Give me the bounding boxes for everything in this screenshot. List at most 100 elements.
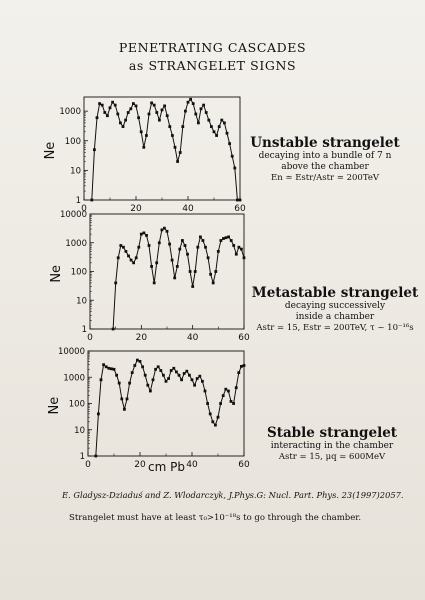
data-point xyxy=(240,365,243,368)
data-point xyxy=(93,148,96,152)
data-point xyxy=(112,367,116,371)
data-point xyxy=(178,151,182,154)
data-point xyxy=(111,327,115,331)
annotation-formula: Astr = 15, μq = 600MeV xyxy=(278,452,386,462)
data-point xyxy=(139,130,143,134)
data-point xyxy=(97,412,100,416)
data-point xyxy=(212,130,216,134)
data-point xyxy=(206,402,209,405)
data-point xyxy=(171,134,174,137)
data-point xyxy=(197,121,200,125)
x-axis-label: cm Pb xyxy=(148,460,185,474)
data-point xyxy=(99,378,103,382)
data-point xyxy=(216,250,220,253)
data-point xyxy=(199,107,203,111)
data-point xyxy=(196,245,200,249)
data-point xyxy=(198,374,202,378)
data-point xyxy=(175,370,178,374)
data-point xyxy=(181,239,184,242)
y-tick-label: 10000 xyxy=(58,347,85,357)
data-point xyxy=(133,364,137,367)
data-point xyxy=(149,389,152,393)
x-tick-label: 40 xyxy=(187,333,199,343)
chart-unstable-strangelet: 1 10 100 1000 0 20 40 60 Ne xyxy=(43,96,246,214)
data-point xyxy=(129,258,133,262)
data-point xyxy=(120,397,124,401)
data-point xyxy=(117,381,121,385)
y-tick-label: 10 xyxy=(74,426,85,436)
data-point xyxy=(137,116,140,120)
data-point xyxy=(116,256,120,260)
data-point xyxy=(108,106,112,110)
annotation-metastable: Metastable strangelet decaying successiv… xyxy=(250,285,420,334)
annotation-unstable: Unstable strangelet decaying into a bund… xyxy=(250,135,400,184)
data-point xyxy=(160,228,164,232)
data-point xyxy=(240,247,243,251)
page-title-line-2: as STRANGELET SIGNS xyxy=(128,58,297,73)
data-point xyxy=(227,389,230,393)
data-point xyxy=(168,242,171,246)
annotation-stable: Stable strangelet interacting in the cha… xyxy=(262,425,402,463)
data-point xyxy=(176,160,179,163)
data-point xyxy=(113,103,117,107)
data-point xyxy=(186,252,189,256)
data-point xyxy=(90,198,94,202)
data-point xyxy=(204,245,207,249)
data-point xyxy=(178,247,182,251)
x-tick-label: 20 xyxy=(136,333,148,343)
data-point xyxy=(220,118,224,122)
x-tick-label: 60 xyxy=(238,460,250,470)
data-point xyxy=(154,367,157,371)
data-point xyxy=(173,276,177,280)
x-tick-label: 0 xyxy=(87,333,93,343)
data-point xyxy=(180,378,183,382)
data-point xyxy=(219,239,223,242)
data-point xyxy=(136,358,139,362)
y-tick-label: 1000 xyxy=(59,107,81,117)
data-point xyxy=(229,239,233,242)
data-point xyxy=(119,121,122,125)
data-point xyxy=(208,412,212,416)
y-tick-label: 10 xyxy=(76,296,87,306)
data-point xyxy=(199,235,202,239)
data-point xyxy=(102,363,105,367)
data-point xyxy=(172,366,176,370)
data-point xyxy=(184,109,187,113)
series-line xyxy=(95,359,245,457)
x-tick-label: 20 xyxy=(134,460,146,470)
y-tick-label: 100 xyxy=(71,268,87,278)
data-point xyxy=(152,281,156,285)
data-point xyxy=(210,125,213,128)
data-point xyxy=(121,125,125,128)
plot-frame xyxy=(83,96,241,201)
reference: E. Gladysz-Dziaduś and Z. Wlodarczyk, J.… xyxy=(62,490,404,500)
data-point xyxy=(204,111,208,114)
data-point xyxy=(159,369,163,372)
data-point xyxy=(201,379,204,383)
data-point xyxy=(238,198,242,202)
data-point xyxy=(190,378,194,382)
data-point xyxy=(143,373,147,377)
data-point xyxy=(237,245,241,249)
data-point xyxy=(229,400,233,403)
data-point xyxy=(165,229,169,233)
data-point xyxy=(151,378,155,382)
data-point xyxy=(188,270,192,273)
data-point xyxy=(236,198,239,202)
data-point xyxy=(188,373,191,377)
data-point xyxy=(147,112,151,116)
y-axis-label: Ne xyxy=(43,142,58,160)
data-point xyxy=(106,114,109,118)
data-point xyxy=(134,256,138,260)
x-tick-label: 40 xyxy=(182,204,194,214)
data-point xyxy=(193,383,196,387)
data-point xyxy=(224,387,228,391)
data-point xyxy=(98,102,101,105)
data-point xyxy=(202,103,205,107)
y-tick-label: 10000 xyxy=(60,210,87,220)
data-point xyxy=(132,102,135,105)
data-point xyxy=(228,142,231,145)
annotation-heading: Unstable strangelet xyxy=(250,135,400,151)
data-point xyxy=(142,145,146,149)
page-title-line-1: PENETRATING CASCADES xyxy=(118,40,307,55)
